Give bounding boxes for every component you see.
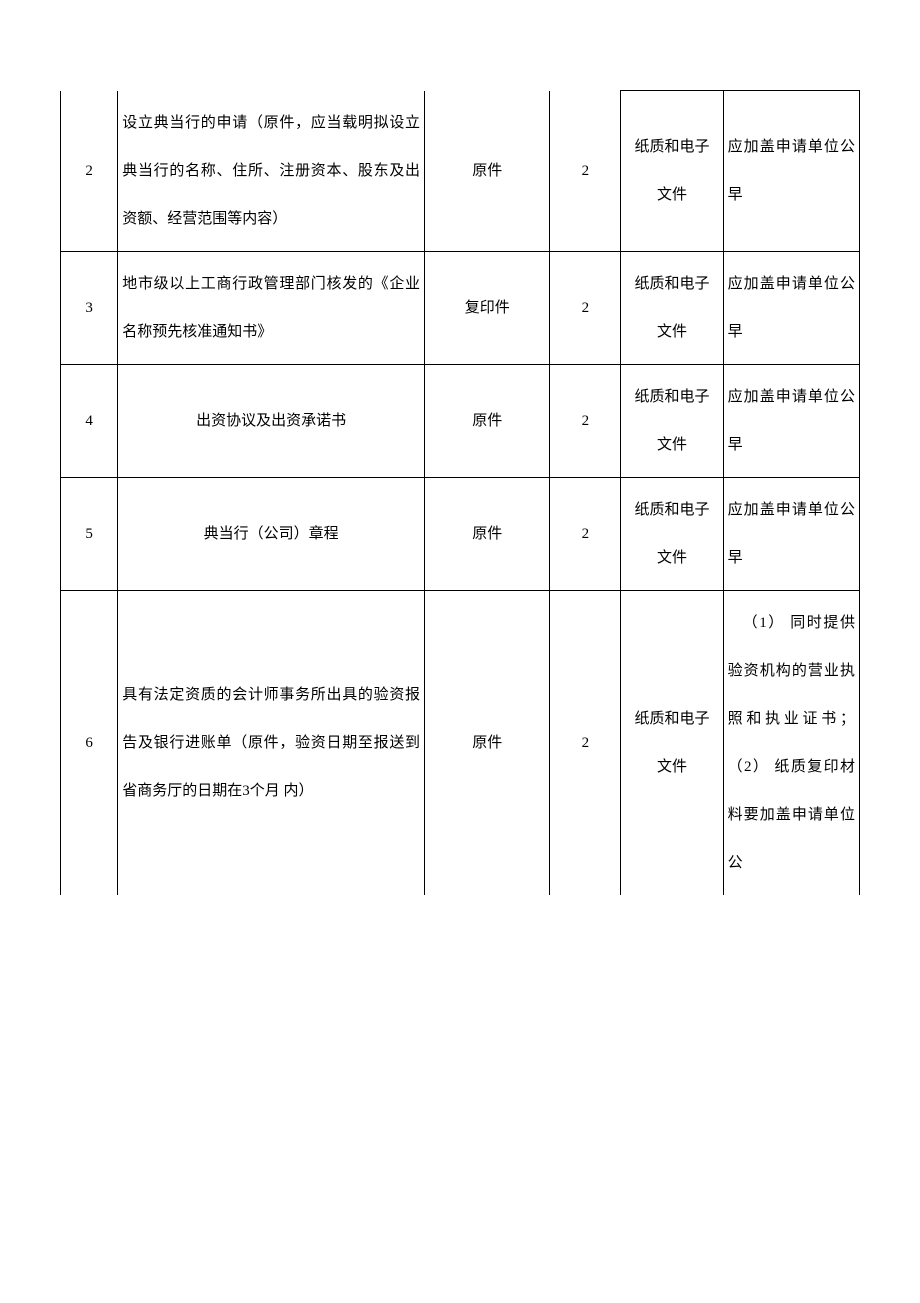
cell-note: 应加盖申请单位公早 — [723, 477, 859, 590]
cell-name: 设立典当行的申请（原件，应当载明拟设立典当行的名称、住所、注册资本、股东及出资额… — [118, 91, 425, 252]
cell-format: 纸质和电子文件 — [621, 477, 723, 590]
cell-quantity: 2 — [550, 91, 621, 252]
table-body: 2 设立典当行的申请（原件，应当载明拟设立典当行的名称、住所、注册资本、股东及出… — [61, 91, 860, 895]
cell-quantity: 2 — [550, 477, 621, 590]
cell-format: 纸质和电子文件 — [621, 91, 723, 252]
cell-note: （1） 同时提供验资机构的营业执照和执业证书； （2） 纸质复印材料要加盖申请单… — [723, 590, 859, 895]
table-row: 4 出资协议及出资承诺书 原件 2 纸质和电子文件 应加盖申请单位公早 — [61, 364, 860, 477]
cell-type: 原件 — [425, 91, 550, 252]
table-row: 3 地市级以上工商行政管理部门核发的《企业名称预先核准通知书》 复印件 2 纸质… — [61, 251, 860, 364]
cell-format: 纸质和电子文件 — [621, 590, 723, 895]
cell-type: 复印件 — [425, 251, 550, 364]
cell-index: 5 — [61, 477, 118, 590]
cell-index: 6 — [61, 590, 118, 895]
table-row: 2 设立典当行的申请（原件，应当载明拟设立典当行的名称、住所、注册资本、股东及出… — [61, 91, 860, 252]
note-line-1: （1） 同时提供验资机构的营业执照和执业证书； （2） 纸质复印材料要加盖申请单… — [728, 599, 855, 887]
cell-note: 应加盖申请单位公早 — [723, 364, 859, 477]
table-row: 5 典当行（公司）章程 原件 2 纸质和电子文件 应加盖申请单位公早 — [61, 477, 860, 590]
cell-type: 原件 — [425, 590, 550, 895]
cell-name: 典当行（公司）章程 — [118, 477, 425, 590]
cell-note: 应加盖申请单位公早 — [723, 251, 859, 364]
cell-quantity: 2 — [550, 590, 621, 895]
cell-name: 具有法定资质的会计师事务所出具的验资报告及银行进账单（原件，验资日期至报送到省商… — [118, 590, 425, 895]
cell-index: 2 — [61, 91, 118, 252]
materials-table: 2 设立典当行的申请（原件，应当载明拟设立典当行的名称、住所、注册资本、股东及出… — [60, 90, 860, 895]
cell-name: 地市级以上工商行政管理部门核发的《企业名称预先核准通知书》 — [118, 251, 425, 364]
cell-type: 原件 — [425, 477, 550, 590]
cell-format: 纸质和电子文件 — [621, 364, 723, 477]
cell-note: 应加盖申请单位公早 — [723, 91, 859, 252]
cell-index: 4 — [61, 364, 118, 477]
cell-format: 纸质和电子文件 — [621, 251, 723, 364]
table-row: 6 具有法定资质的会计师事务所出具的验资报告及银行进账单（原件，验资日期至报送到… — [61, 590, 860, 895]
cell-name: 出资协议及出资承诺书 — [118, 364, 425, 477]
cell-quantity: 2 — [550, 251, 621, 364]
cell-index: 3 — [61, 251, 118, 364]
cell-type: 原件 — [425, 364, 550, 477]
cell-quantity: 2 — [550, 364, 621, 477]
